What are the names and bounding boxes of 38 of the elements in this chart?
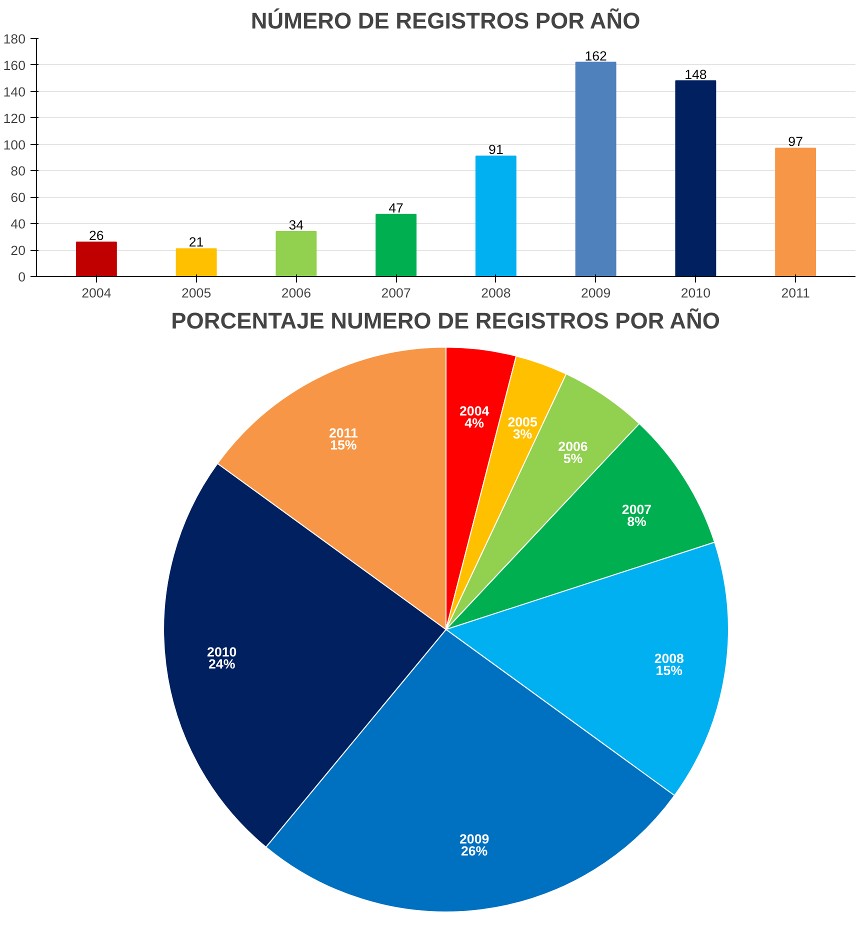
data-label: 97 [788,134,803,150]
bar [675,80,716,276]
y-tick-label: 180 [3,32,26,46]
chart-title: NÚMERO DE REGISTROS POR AÑO [250,8,640,34]
bar [376,214,417,276]
y-tick-label: 20 [10,243,26,258]
x-tick-label: 2010 [680,286,711,300]
y-tick-label: 100 [3,137,26,152]
x-tick-label: 2007 [381,286,411,300]
data-label: 34 [288,218,304,233]
bar [475,156,516,276]
data-label: 162 [584,48,607,64]
slice-label: 2007 [622,502,652,517]
y-tick-label: 140 [3,84,26,100]
y-tick-label: 160 [3,58,26,73]
data-label: 21 [188,234,204,250]
data-label: 8% [627,514,647,529]
x-tick-label: 2004 [82,286,112,300]
x-tick-label: 2008 [481,286,511,300]
y-tick-label: 0 [18,270,26,284]
y-tick-label: 80 [10,164,26,179]
bar [276,231,317,276]
chart-title: PORCENTAJE NUMERO DE REGISTROS POR AÑO [171,308,720,334]
x-tick-label: 2011 [781,286,810,300]
y-tick-label: 40 [10,216,26,232]
data-label: 47 [388,200,404,216]
data-label: 26 [89,228,104,244]
x-tick-label: 2009 [580,286,611,300]
bar [775,148,816,276]
x-tick-label: 2006 [281,286,312,300]
bar [76,242,117,276]
bar [575,62,616,276]
data-label: 91 [488,142,504,158]
bar [176,248,217,276]
x-tick-label: 2005 [181,286,212,300]
y-tick-label: 120 [3,110,26,126]
data-label: 148 [684,66,707,82]
y-tick-label: 60 [10,190,26,206]
